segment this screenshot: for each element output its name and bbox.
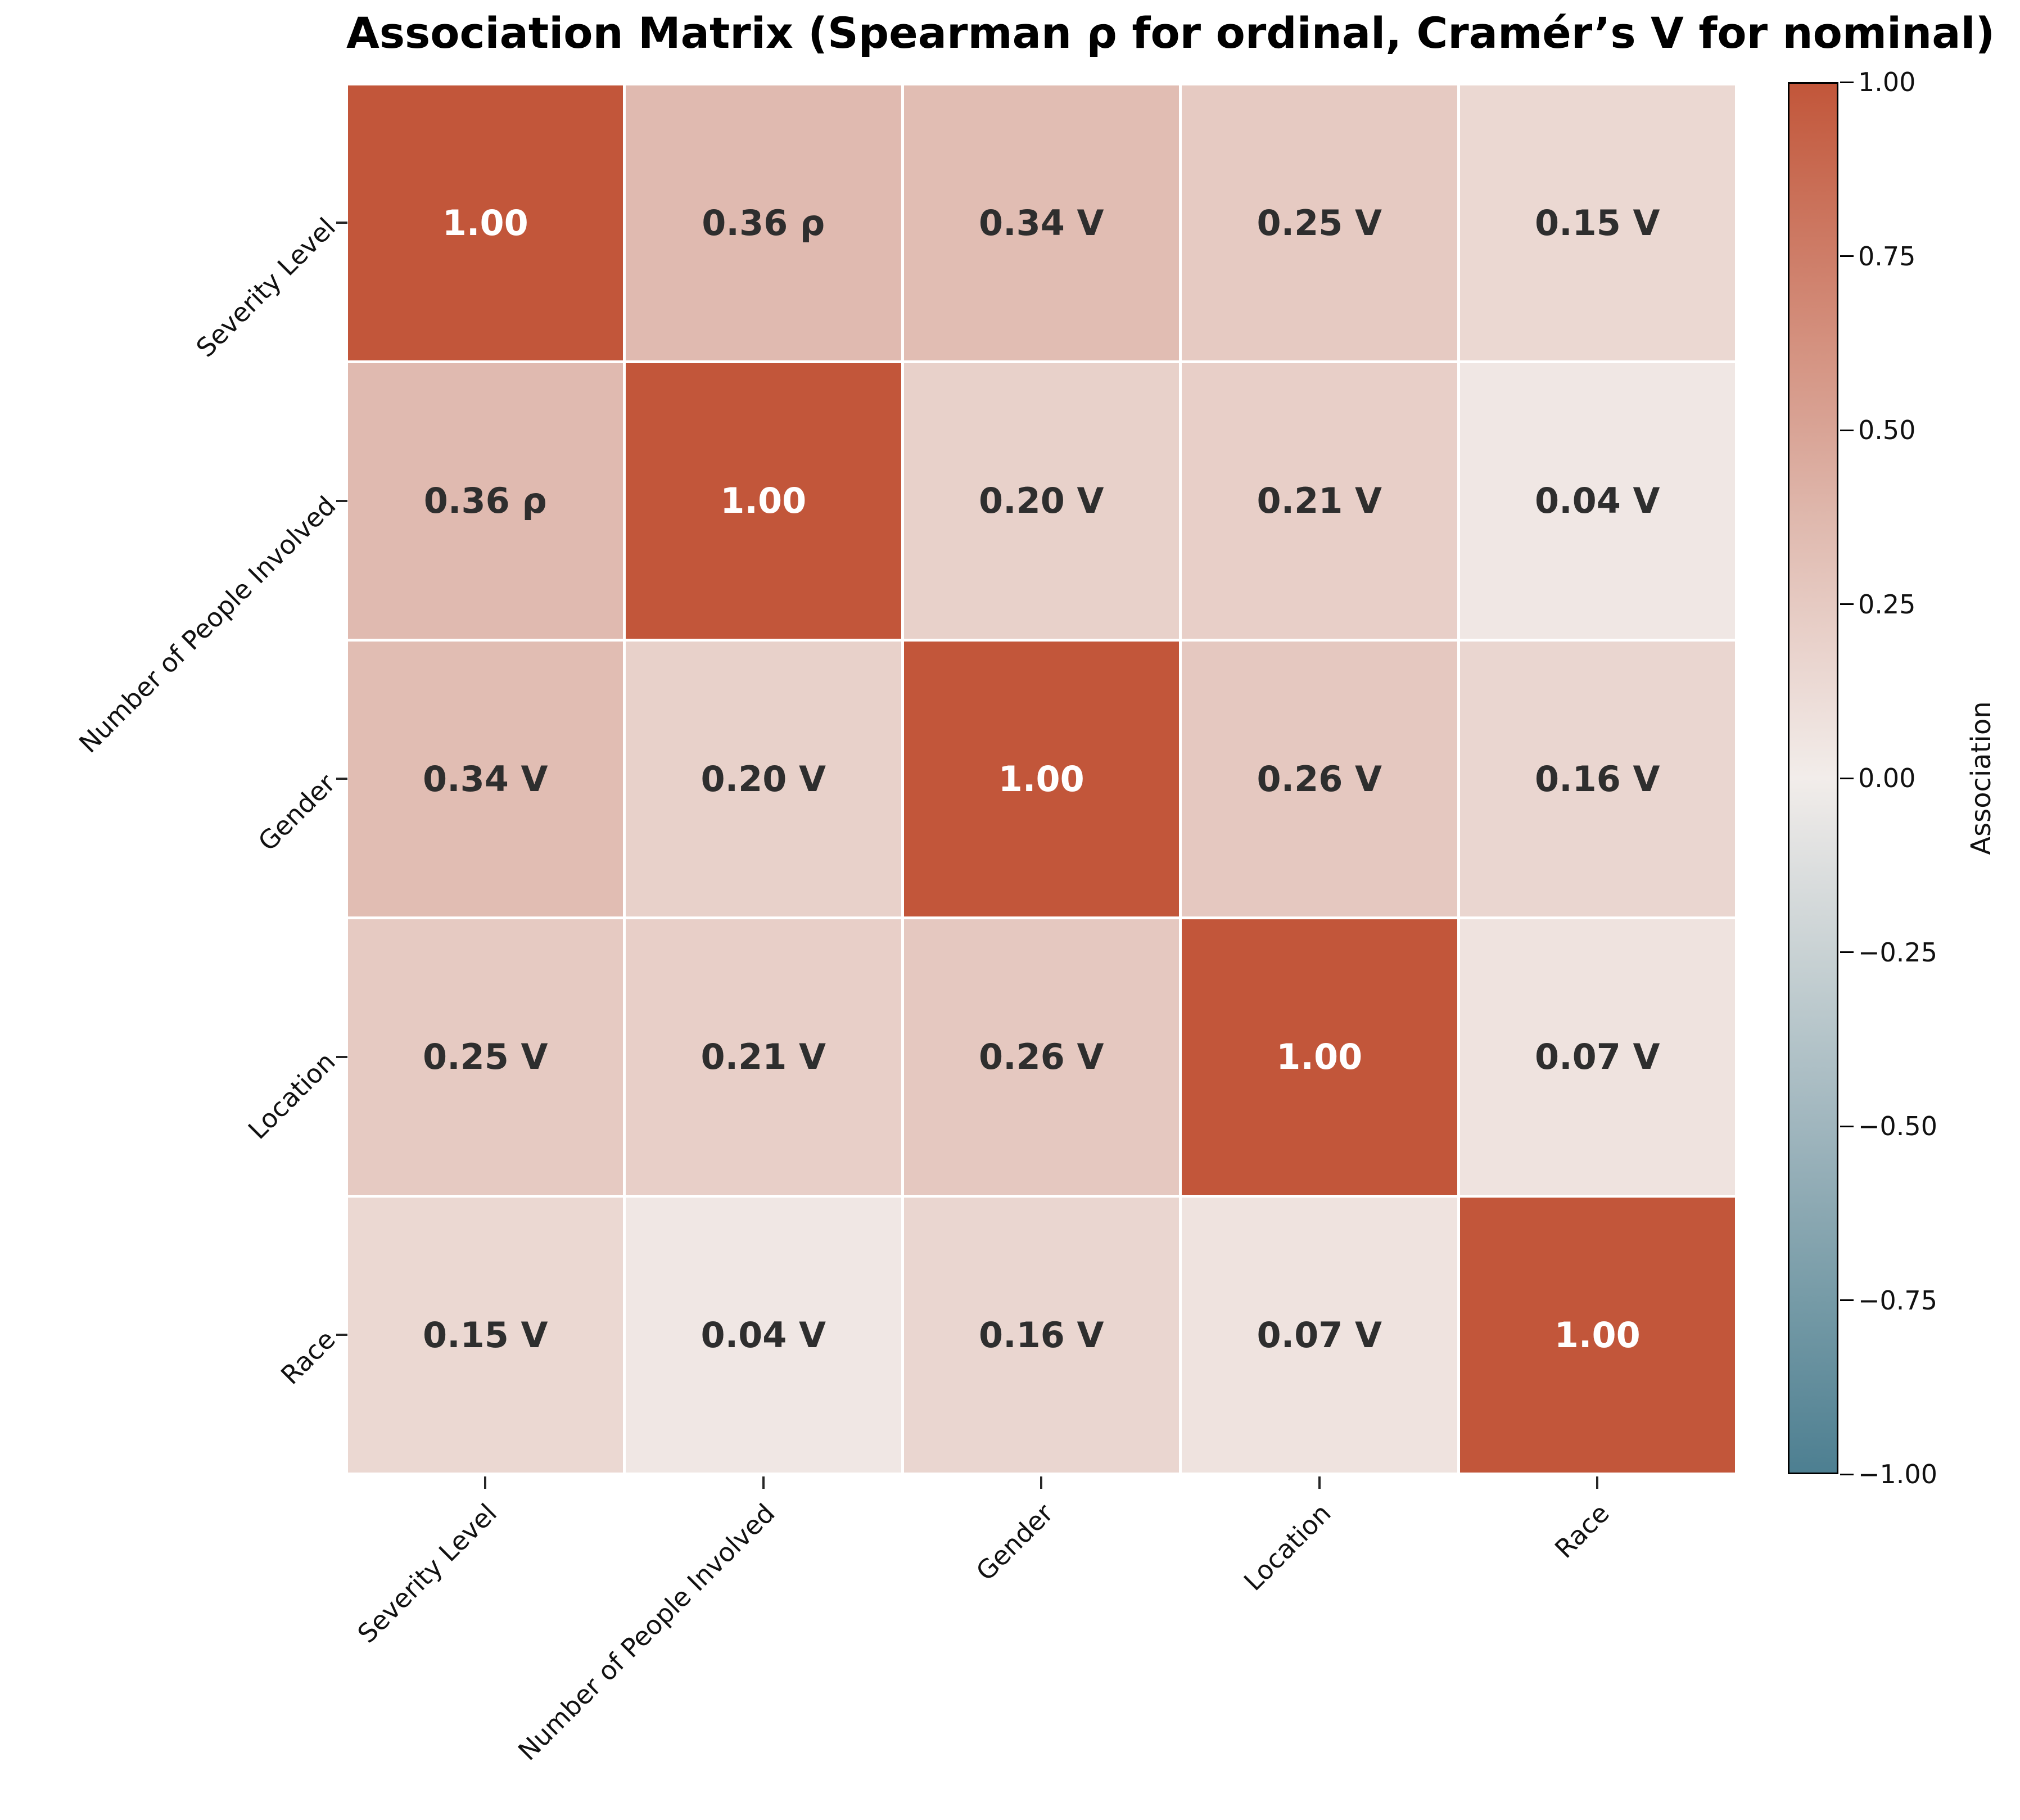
y-tick-mark bbox=[336, 499, 347, 502]
cell-value: 0.15 V bbox=[1534, 202, 1660, 243]
x-tick-label: Gender bbox=[970, 1497, 1059, 1587]
heatmap-cell: 1.00 bbox=[626, 363, 901, 639]
colorbar-tick-mark bbox=[1840, 255, 1854, 257]
colorbar-tick-mark bbox=[1840, 777, 1854, 779]
colorbar-tick-mark bbox=[1840, 429, 1854, 431]
x-tick-mark bbox=[1596, 1476, 1599, 1489]
colorbar-tick-mark bbox=[1840, 1299, 1854, 1301]
heatmap-cell: 0.07 V bbox=[1459, 919, 1735, 1195]
heatmap-cell: 0.20 V bbox=[903, 363, 1179, 639]
heatmap-cell: 0.15 V bbox=[347, 1197, 623, 1473]
cell-value: 0.20 V bbox=[978, 480, 1104, 522]
x-tick-mark bbox=[484, 1476, 487, 1489]
heatmap-grid: 1.00 0.36 ρ 0.34 V 0.25 V 0.15 V 0.36 ρ 1.00 0.… bbox=[346, 84, 1736, 1474]
heatmap-cell: 0.25 V bbox=[347, 919, 623, 1195]
colorbar-tick-label: −1.00 bbox=[1858, 1459, 1937, 1489]
colorbar-tick-mark bbox=[1840, 951, 1854, 953]
y-tick-mark bbox=[336, 1055, 347, 1058]
chart-title: Association Matrix (Spearman ρ for ordin… bbox=[346, 8, 1995, 58]
heatmap-cell: 0.34 V bbox=[903, 85, 1179, 360]
cell-value: 0.15 V bbox=[422, 1314, 548, 1356]
cell-value: 1.00 bbox=[1276, 1036, 1363, 1078]
cell-value: 0.04 V bbox=[1534, 480, 1660, 522]
cell-value: 0.26 V bbox=[1257, 758, 1382, 800]
x-tick-label: Severity Level bbox=[351, 1497, 503, 1649]
cell-value: 0.36 ρ bbox=[702, 202, 825, 243]
cell-value: 0.04 V bbox=[701, 1314, 826, 1356]
heatmap-cell: 0.26 V bbox=[903, 919, 1179, 1195]
y-tick-mark bbox=[336, 1334, 347, 1336]
heatmap-cell: 1.00 bbox=[903, 641, 1179, 916]
colorbar-tick-mark bbox=[1840, 81, 1854, 83]
heatmap-cell: 0.16 V bbox=[1459, 641, 1735, 916]
y-tick-label: Number of People Involved bbox=[73, 490, 342, 759]
heatmap-cell: 0.07 V bbox=[1182, 1197, 1457, 1473]
heatmap-cell: 0.21 V bbox=[626, 919, 901, 1195]
cell-value: 0.21 V bbox=[701, 1036, 826, 1078]
cell-value: 1.00 bbox=[1554, 1314, 1641, 1356]
heatmap-cell: 0.25 V bbox=[1182, 85, 1457, 360]
y-tick-label: Gender bbox=[252, 768, 342, 857]
colorbar-tick-label: −0.50 bbox=[1858, 1111, 1937, 1141]
colorbar-label: Association bbox=[1965, 701, 1997, 855]
heatmap-cell: 1.00 bbox=[1459, 1197, 1735, 1473]
colorbar-tick-mark bbox=[1840, 1125, 1854, 1127]
y-tick-mark bbox=[336, 778, 347, 780]
colorbar bbox=[1788, 82, 1838, 1474]
cell-value: 0.34 V bbox=[422, 758, 548, 800]
heatmap-cell: 0.04 V bbox=[626, 1197, 901, 1473]
x-tick-mark bbox=[1040, 1476, 1043, 1489]
cell-value: 0.36 ρ bbox=[423, 480, 547, 522]
cell-value: 1.00 bbox=[720, 480, 807, 522]
colorbar-tick-label: 0.00 bbox=[1858, 763, 1916, 793]
heatmap-cell: 0.34 V bbox=[347, 641, 623, 916]
heatmap-cell: 0.36 ρ bbox=[626, 85, 901, 360]
y-tick-label: Severity Level bbox=[190, 212, 342, 363]
cell-value: 0.25 V bbox=[422, 1036, 548, 1078]
cell-value: 0.07 V bbox=[1534, 1036, 1660, 1078]
x-tick-label: Number of People Involved bbox=[512, 1497, 781, 1767]
colorbar-tick-label: 1.00 bbox=[1858, 67, 1916, 97]
colorbar-tick-label: −0.25 bbox=[1858, 937, 1937, 968]
colorbar-tick-label: 0.25 bbox=[1858, 589, 1916, 620]
heatmap-cell: 0.16 V bbox=[903, 1197, 1179, 1473]
cell-value: 0.20 V bbox=[701, 758, 826, 800]
colorbar-tick-mark bbox=[1840, 1473, 1854, 1475]
y-tick-label: Location bbox=[242, 1046, 342, 1145]
cell-value: 0.34 V bbox=[978, 202, 1104, 243]
y-tick-mark bbox=[336, 222, 347, 224]
cell-value: 0.16 V bbox=[978, 1314, 1104, 1356]
colorbar-tick-label: 0.50 bbox=[1858, 415, 1916, 445]
colorbar-tick-label: −0.75 bbox=[1858, 1285, 1937, 1316]
x-tick-label: Location bbox=[1238, 1497, 1337, 1597]
x-tick-label: Race bbox=[1548, 1497, 1615, 1564]
heatmap-cell: 0.20 V bbox=[626, 641, 901, 916]
cell-value: 1.00 bbox=[442, 202, 528, 243]
x-tick-mark bbox=[762, 1476, 765, 1489]
heatmap-cell: 0.26 V bbox=[1182, 641, 1457, 916]
cell-value: 1.00 bbox=[998, 758, 1084, 800]
cell-value: 0.16 V bbox=[1534, 758, 1660, 800]
cell-value: 0.07 V bbox=[1257, 1314, 1382, 1356]
heatmap-cell: 0.15 V bbox=[1459, 85, 1735, 360]
colorbar-tick-mark bbox=[1840, 603, 1854, 605]
cell-value: 0.26 V bbox=[978, 1036, 1104, 1078]
x-tick-mark bbox=[1318, 1476, 1321, 1489]
heatmap-cell: 1.00 bbox=[1182, 919, 1457, 1195]
heatmap-cell: 0.21 V bbox=[1182, 363, 1457, 639]
heatmap-cell: 0.36 ρ bbox=[347, 363, 623, 639]
cell-value: 0.25 V bbox=[1257, 202, 1382, 243]
y-tick-label: Race bbox=[275, 1324, 342, 1391]
heatmap-cell: 1.00 bbox=[347, 85, 623, 360]
cell-value: 0.21 V bbox=[1257, 480, 1382, 522]
colorbar-tick-label: 0.75 bbox=[1858, 241, 1916, 272]
heatmap-cell: 0.04 V bbox=[1459, 363, 1735, 639]
